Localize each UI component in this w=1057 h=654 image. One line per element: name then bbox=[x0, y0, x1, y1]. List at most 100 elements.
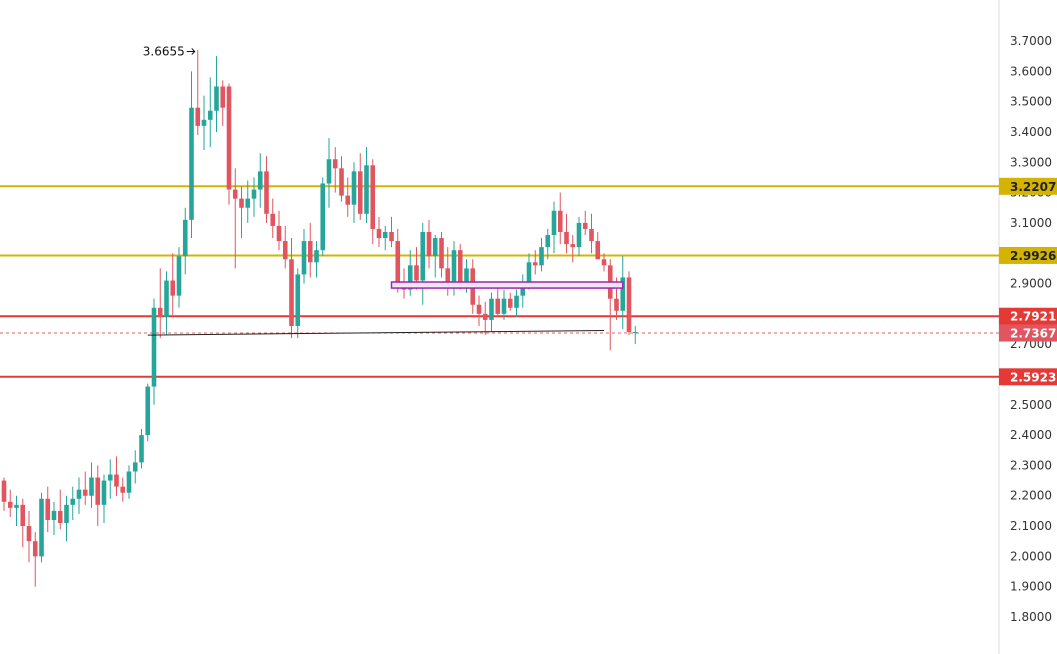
candle-up bbox=[501, 298, 507, 314]
candle-down bbox=[357, 171, 363, 214]
y-tick-label: 3.3000 bbox=[1010, 155, 1052, 169]
candle-up bbox=[70, 498, 76, 505]
level-badge-red: 2.5923 bbox=[1010, 370, 1056, 384]
candle-up bbox=[164, 280, 169, 317]
candle-down bbox=[482, 313, 488, 320]
candle-up bbox=[514, 295, 519, 308]
candle-up bbox=[51, 510, 57, 520]
price-axis: 1.8000 1.9000 2.0000 2.1000 2.2000 2.3000 2.40… bbox=[1010, 34, 1052, 624]
candle-down bbox=[426, 231, 432, 257]
zone-box bbox=[390, 281, 624, 289]
candle-up bbox=[182, 219, 188, 257]
candle-up bbox=[139, 435, 144, 463]
current-price-badge: 2.7367 bbox=[1010, 327, 1056, 341]
candle-down bbox=[457, 250, 463, 284]
candle-down bbox=[195, 107, 201, 126]
candle-up bbox=[451, 250, 457, 287]
candle-down bbox=[445, 268, 451, 287]
candle-up bbox=[364, 165, 369, 214]
level-badge-red-background bbox=[999, 307, 1057, 325]
y-tick-label: 2.5000 bbox=[1010, 398, 1052, 412]
candle-down bbox=[626, 277, 632, 333]
candle-down bbox=[226, 86, 232, 190]
candle-up bbox=[301, 241, 307, 275]
candle-up bbox=[64, 504, 69, 524]
candle-down bbox=[589, 228, 594, 242]
candle-up bbox=[39, 498, 44, 557]
candle-down bbox=[45, 498, 51, 520]
candle-down bbox=[289, 259, 294, 326]
candle-down bbox=[7, 501, 13, 508]
candle-down bbox=[26, 526, 32, 542]
candle-down bbox=[114, 474, 119, 487]
candle-down bbox=[370, 165, 376, 229]
candle-down bbox=[82, 489, 88, 496]
y-tick-label: 1.9000 bbox=[1010, 580, 1052, 594]
candle-down bbox=[282, 241, 288, 260]
candle-down bbox=[307, 241, 313, 263]
level-badge-gold-background bbox=[999, 246, 1057, 264]
candle-down bbox=[376, 228, 382, 239]
candle-up bbox=[520, 283, 526, 296]
candle-up bbox=[320, 183, 326, 251]
candle-up bbox=[132, 462, 138, 472]
y-tick-label: 1.8000 bbox=[1010, 610, 1052, 624]
y-tick-label: 2.0000 bbox=[1010, 549, 1052, 563]
candle-up bbox=[620, 277, 626, 311]
trendline bbox=[147, 330, 605, 336]
candle-down bbox=[264, 171, 269, 214]
candle-down bbox=[570, 244, 576, 248]
candle-up bbox=[257, 171, 263, 190]
candle-down bbox=[276, 225, 282, 242]
candle-up bbox=[545, 235, 551, 248]
candle-up bbox=[551, 210, 557, 236]
candle-down bbox=[1, 480, 7, 502]
candle-up bbox=[89, 477, 94, 496]
y-tick-label: 2.2000 bbox=[1010, 489, 1052, 503]
candle-down bbox=[20, 504, 26, 527]
candle-down bbox=[557, 210, 563, 232]
y-tick-label: 2.9000 bbox=[1010, 277, 1052, 291]
y-tick-label: 3.1000 bbox=[1010, 216, 1052, 230]
candle-down bbox=[389, 231, 394, 242]
price-badges: 3.2207 2.9926 2.7921 2.5923 2.7367 bbox=[999, 177, 1057, 386]
level-badge-red: 2.7921 bbox=[1010, 310, 1056, 324]
candle-up bbox=[632, 332, 638, 334]
y-tick-label: 2.3000 bbox=[1010, 458, 1052, 472]
candle-up bbox=[489, 298, 494, 320]
candle-up bbox=[207, 110, 213, 120]
level-badge-gold: 3.2207 bbox=[1010, 180, 1056, 194]
candle-up bbox=[326, 159, 332, 184]
candle-up bbox=[382, 231, 388, 239]
candle-down bbox=[95, 477, 101, 505]
high-price-annotation: 3.6655 bbox=[143, 44, 185, 58]
candles bbox=[1, 50, 638, 587]
candle-down bbox=[507, 298, 513, 308]
current-price-badge-background bbox=[999, 324, 1057, 342]
candle-up bbox=[14, 504, 19, 508]
candle-down bbox=[32, 541, 38, 557]
candle-up bbox=[214, 86, 219, 111]
right-arrow-icon bbox=[186, 48, 196, 55]
candle-down bbox=[270, 213, 276, 226]
candle-down bbox=[601, 259, 607, 266]
candle-up bbox=[407, 265, 413, 290]
candle-down bbox=[582, 222, 588, 229]
candle-down bbox=[239, 198, 244, 208]
candle-up bbox=[201, 119, 207, 126]
candle-up bbox=[295, 274, 301, 326]
candle-up bbox=[432, 238, 438, 257]
candle-up bbox=[245, 198, 251, 208]
candle-down bbox=[564, 231, 569, 245]
y-tick-label: 3.7000 bbox=[1010, 34, 1052, 48]
candle-up bbox=[107, 474, 113, 481]
candle-down bbox=[339, 168, 344, 196]
y-tick-label: 2.1000 bbox=[1010, 519, 1052, 533]
candle-down bbox=[395, 241, 401, 284]
candle-down bbox=[614, 298, 619, 311]
candle-up bbox=[126, 471, 132, 493]
candle-down bbox=[120, 486, 126, 493]
y-tick-label: 3.4000 bbox=[1010, 125, 1052, 139]
y-tick-label: 3.5000 bbox=[1010, 95, 1052, 109]
